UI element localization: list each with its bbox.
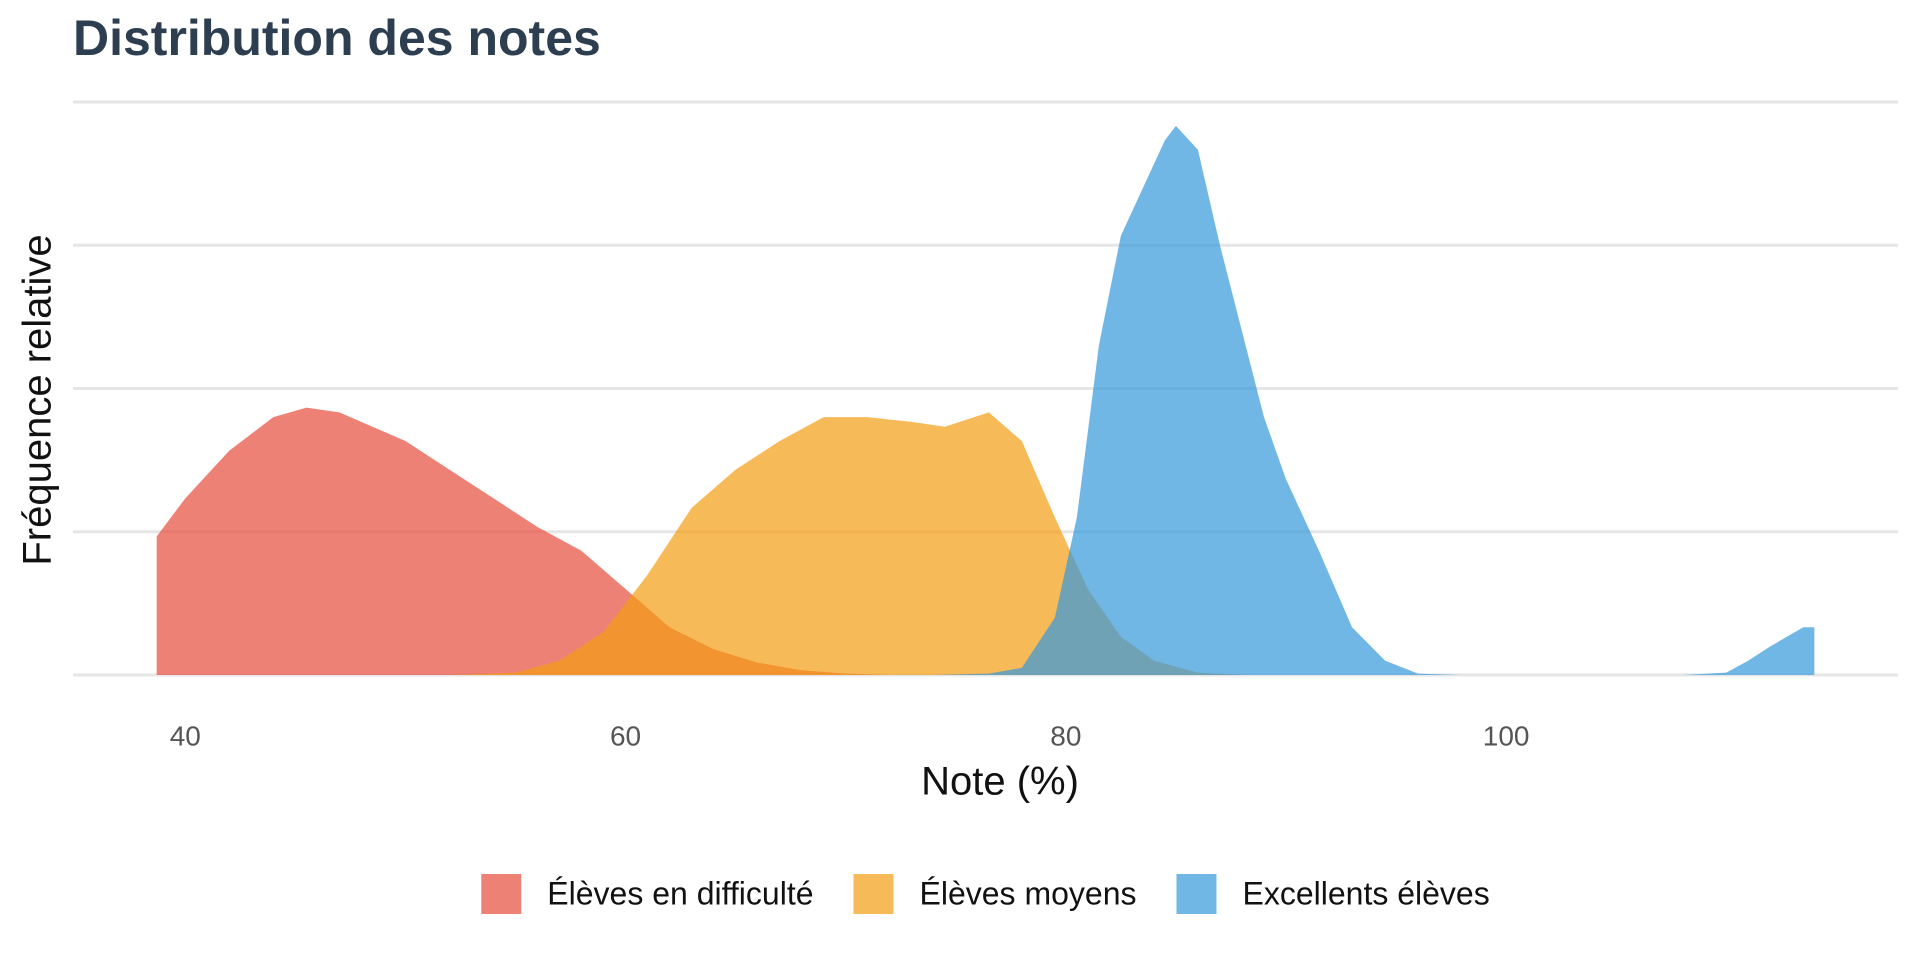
x-tick-label: 80	[1050, 720, 1081, 751]
x-tick-label: 60	[610, 720, 641, 751]
x-axis-title: Note (%)	[921, 760, 1079, 804]
legend-label: Élèves moyens	[920, 875, 1137, 911]
density-area	[449, 412, 1242, 675]
density-area	[933, 125, 1815, 675]
legend-swatch	[1176, 874, 1217, 914]
density-area	[156, 407, 890, 675]
x-tick-label: 40	[170, 720, 201, 751]
legend: Élèves en difficulté Élèves moyens Excelle…	[481, 874, 1490, 914]
legend-swatch	[853, 874, 894, 914]
legend-label: Élèves en difficulté	[547, 875, 813, 911]
chart-title: Distribution des notes	[73, 10, 601, 66]
legend-label: Excellents élèves	[1242, 875, 1489, 911]
x-tick-label: 100	[1483, 720, 1530, 751]
legend-swatch	[481, 874, 522, 914]
y-axis-title: Fréquence relative	[16, 234, 60, 565]
